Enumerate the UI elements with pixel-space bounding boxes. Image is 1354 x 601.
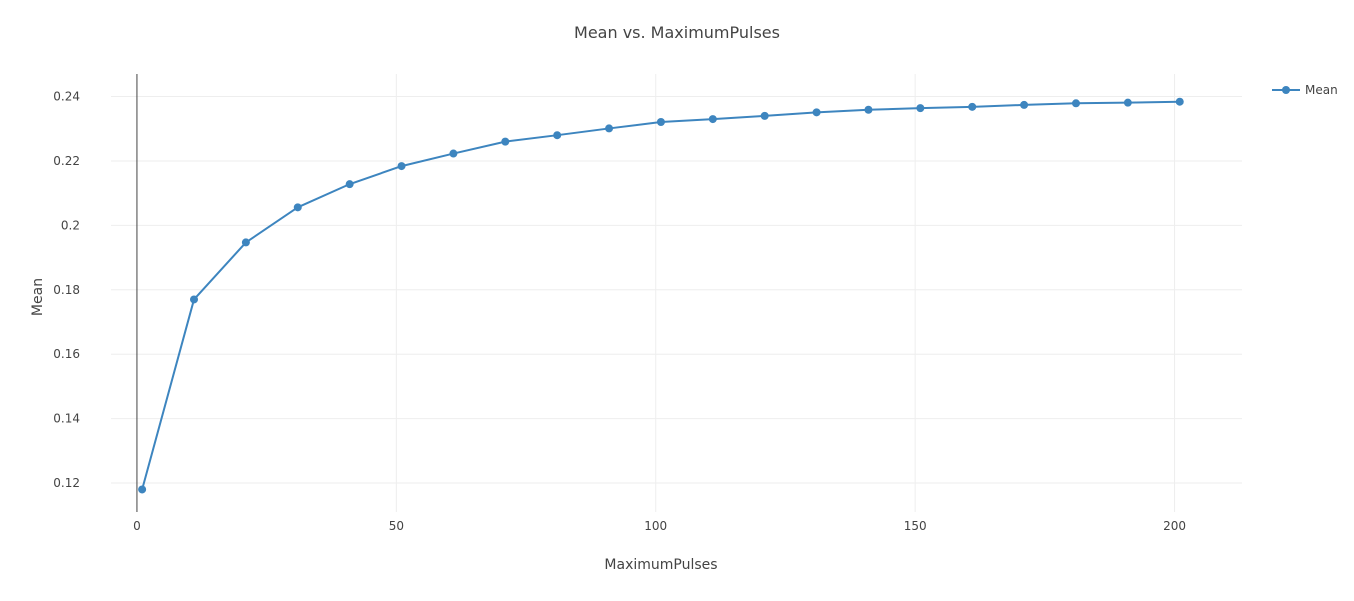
y-tick-label: 0.22 — [53, 154, 80, 168]
x-tick-label: 100 — [644, 519, 667, 533]
y-tick-label: 0.14 — [53, 412, 80, 426]
data-point[interactable] — [656, 117, 665, 126]
data-point[interactable] — [1175, 97, 1184, 106]
data-point[interactable] — [760, 111, 769, 120]
x-axis-title: MaximumPulses — [604, 557, 717, 573]
series-line — [141, 100, 1180, 490]
data-point[interactable] — [864, 105, 873, 114]
data-point[interactable] — [916, 104, 925, 113]
data-point[interactable] — [345, 180, 354, 189]
data-point[interactable] — [449, 149, 458, 158]
data-point[interactable] — [968, 102, 977, 111]
legend[interactable]: Mean — [1272, 83, 1338, 97]
data-point[interactable] — [501, 137, 510, 146]
y-tick-label: 0.2 — [61, 218, 80, 232]
tick-labels: 0 50 100 150 200 0.12 0.14 0.16 0.18 0.2 0.22 0.24 — [53, 90, 1186, 533]
y-axis-title: Mean — [30, 278, 46, 316]
series-layer — [138, 97, 1184, 494]
x-tick-label: 50 — [389, 519, 404, 533]
data-point[interactable] — [812, 108, 821, 117]
data-point[interactable] — [138, 485, 147, 494]
data-point[interactable] — [293, 203, 302, 212]
data-point[interactable] — [605, 124, 614, 133]
y-tick-label: 0.12 — [53, 476, 80, 490]
data-point[interactable] — [553, 131, 562, 140]
chart-title: Mean vs. MaximumPulses — [574, 23, 780, 42]
data-point[interactable] — [708, 115, 717, 124]
legend-label[interactable]: Mean — [1305, 83, 1338, 97]
x-tick-label: 0 — [133, 519, 141, 533]
x-tick-label: 150 — [904, 519, 927, 533]
data-point[interactable] — [397, 162, 406, 171]
x-tick-label: 200 — [1163, 519, 1186, 533]
y-tick-label: 0.24 — [53, 90, 80, 104]
data-point[interactable] — [190, 295, 199, 304]
grid — [111, 74, 1242, 512]
data-point[interactable] — [1071, 99, 1080, 108]
data-point[interactable] — [1123, 98, 1132, 107]
legend-marker — [1282, 86, 1290, 94]
data-point[interactable] — [1020, 100, 1029, 109]
y-tick-label: 0.18 — [53, 283, 80, 297]
data-point[interactable] — [241, 238, 250, 247]
y-tick-label: 0.16 — [53, 347, 80, 361]
